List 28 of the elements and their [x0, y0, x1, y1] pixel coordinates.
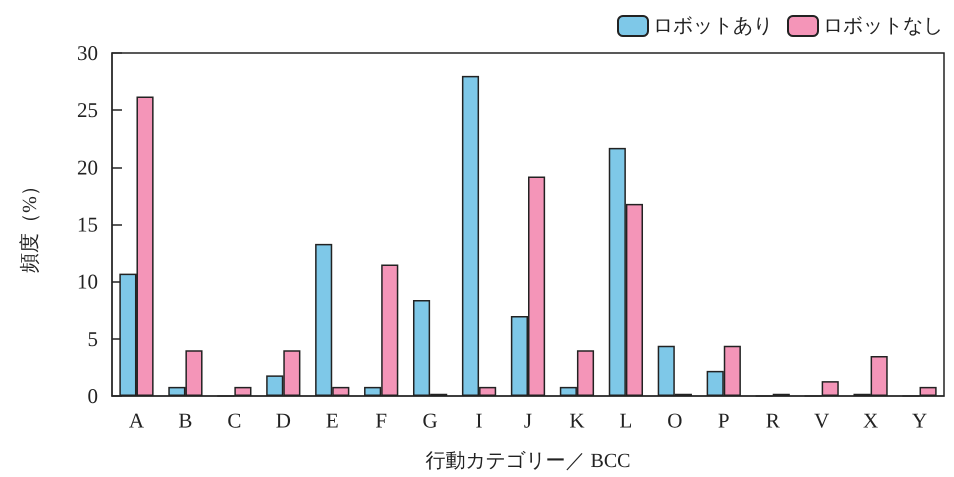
y-tick-label: 5 — [88, 326, 98, 351]
x-tick-label: E — [326, 408, 339, 432]
x-tick-label: C — [227, 408, 242, 432]
x-tick-label: J — [524, 408, 532, 432]
x-tick-label: F — [375, 408, 388, 432]
x-tick-label: G — [422, 408, 438, 432]
x-tick-label: B — [178, 408, 192, 432]
x-tick-label: D — [276, 408, 291, 432]
y-tick-label: 25 — [77, 98, 98, 122]
y-tick-label: 30 — [77, 41, 98, 65]
x-tick-label: A — [128, 408, 145, 432]
x-tick-label: K — [569, 408, 585, 432]
y-tick-label: 0 — [88, 384, 98, 408]
x-tick-label: O — [667, 408, 682, 432]
y-axis-title: 頻度（%） — [19, 176, 41, 273]
x-tick-label: I — [476, 408, 483, 432]
legend-label: ロボットなし — [823, 15, 943, 37]
y-tick-label: 10 — [77, 270, 98, 294]
x-tick-label: X — [863, 408, 878, 432]
y-tick-label: 15 — [77, 212, 98, 236]
x-tick-label: V — [814, 408, 830, 432]
x-tick-label: L — [619, 408, 632, 432]
x-tick-label: P — [718, 408, 730, 432]
legend-label: ロボットあり — [653, 15, 773, 37]
x-tick-label: R — [766, 408, 780, 432]
x-tick-label: Y — [912, 408, 928, 432]
y-tick-label: 20 — [77, 155, 98, 180]
x-axis-title: 行動カテゴリー／ BCC — [425, 450, 631, 472]
